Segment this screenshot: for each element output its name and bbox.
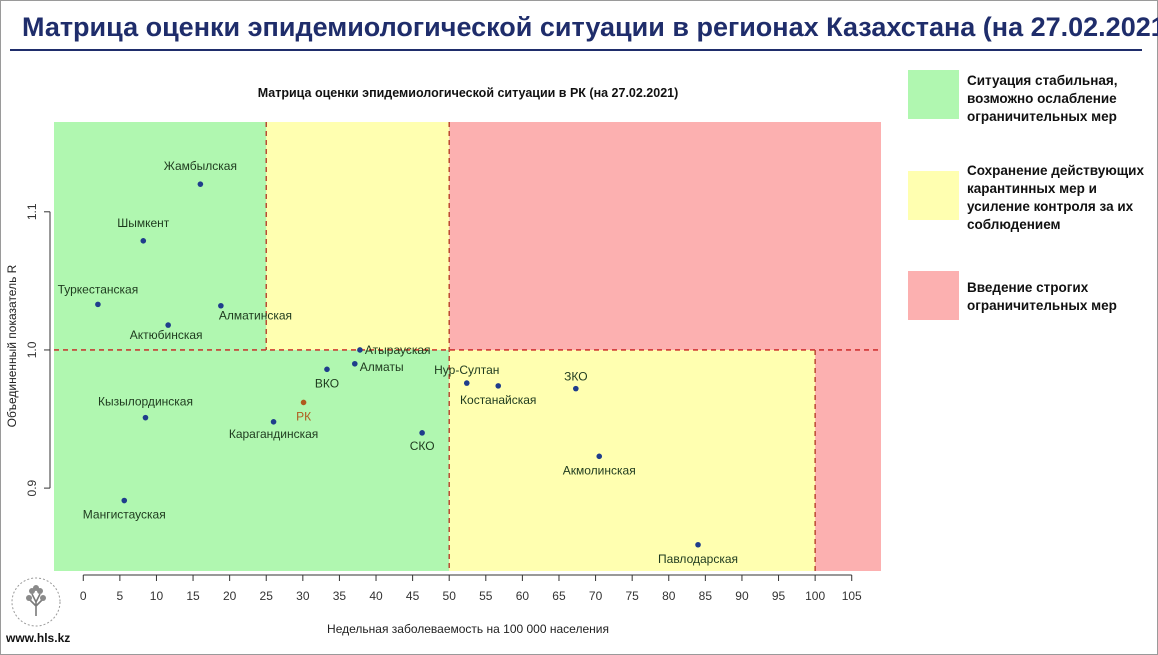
legend-label-red: Введение строгих ограничительных мер xyxy=(967,280,1117,313)
data-point xyxy=(300,399,307,406)
x-tick-label: 15 xyxy=(186,589,200,603)
legend-swatch-yellow xyxy=(908,171,959,220)
x-tick-label: 0 xyxy=(80,589,87,603)
x-tick-label: 85 xyxy=(699,589,713,603)
data-point xyxy=(218,302,224,309)
data-label: Атырауская xyxy=(365,343,431,357)
x-tick-label: 20 xyxy=(223,589,237,603)
data-label: Алматинская xyxy=(219,309,292,323)
data-label: Туркестанская xyxy=(58,282,139,296)
data-point xyxy=(95,301,101,308)
x-tick-label: 50 xyxy=(443,589,457,603)
data-label: Шымкент xyxy=(117,216,170,230)
zone-yellow-upper xyxy=(266,122,450,350)
data-point xyxy=(419,430,425,436)
page-title: Матрица оценки эпидемиологической ситуац… xyxy=(22,12,1158,42)
y-tick-label: 0.9 xyxy=(25,479,39,496)
x-tick-label: 60 xyxy=(516,589,530,603)
scatter-chart: 0 5 10 15 20 25 30 35 40 45 50 55 60 65 70 75 80 85 90 95 10… xyxy=(5,86,881,636)
data-label: Алматы xyxy=(360,360,404,374)
data-point xyxy=(695,541,701,548)
x-tick-label: 80 xyxy=(662,589,676,603)
data-label: СКО xyxy=(410,439,435,453)
chart-title: Матрица оценки эпидемиологической ситуац… xyxy=(258,86,679,100)
x-tick-label: 5 xyxy=(117,589,124,603)
data-point xyxy=(463,380,470,386)
data-label: РК xyxy=(296,409,311,423)
data-label: Кызылординская xyxy=(98,395,193,409)
x-tick-label: 90 xyxy=(735,589,749,603)
legend-label-green: Ситуация стабильная, возможно ослабление… xyxy=(967,73,1118,124)
data-point xyxy=(165,322,171,328)
data-label: Нур-Султан xyxy=(434,363,499,377)
x-tick-label: 30 xyxy=(296,589,310,603)
data-point xyxy=(351,360,358,367)
data-label: Мангистауская xyxy=(83,508,166,522)
data-label: Костанайская xyxy=(460,393,536,407)
x-axis-label: Недельная заболеваемость на 100 000 насе… xyxy=(327,622,609,636)
y-tick-label: 1.1 xyxy=(25,203,39,220)
data-label: ЗКО xyxy=(564,370,587,384)
x-tick-label: 10 xyxy=(150,589,164,603)
data-label: Павлодарская xyxy=(658,552,738,566)
x-tick-label: 95 xyxy=(772,589,786,603)
x-tick-label: 45 xyxy=(406,589,420,603)
x-tick-label: 105 xyxy=(842,589,862,603)
data-point xyxy=(197,181,204,187)
data-label: Жамбылская xyxy=(164,159,237,173)
x-tick-label: 55 xyxy=(479,589,493,603)
y-axis-label: Объединенный показатель R xyxy=(5,264,19,427)
data-point xyxy=(596,453,603,460)
data-label: Карагандинская xyxy=(229,427,318,441)
zone-yellow-lower xyxy=(449,349,816,571)
logo-emblem xyxy=(10,576,62,633)
data-point xyxy=(495,383,502,389)
x-tick-label: 65 xyxy=(552,589,566,603)
data-point xyxy=(121,497,128,504)
data-point xyxy=(142,414,149,421)
data-label: ВКО xyxy=(315,376,339,390)
legend-label-yellow: Сохранение действующих карантинных мер и… xyxy=(967,163,1144,232)
data-point xyxy=(357,347,363,353)
data-point xyxy=(573,385,579,392)
y-tick-label: 1.0 xyxy=(25,341,39,358)
x-tick-label: 70 xyxy=(589,589,603,603)
x-tick-label: 40 xyxy=(369,589,383,603)
data-point xyxy=(324,366,330,373)
x-tick-label: 35 xyxy=(333,589,347,603)
data-label: Актюбинская xyxy=(130,328,203,342)
data-point xyxy=(140,238,147,244)
legend-swatch-green xyxy=(908,70,959,119)
x-tick-label: 25 xyxy=(260,589,274,603)
data-point xyxy=(270,418,277,425)
title-divider xyxy=(10,49,1142,51)
legend-swatch-red xyxy=(908,271,959,320)
data-label: Акмолинская xyxy=(563,463,636,477)
zone-green-lower xyxy=(54,349,267,571)
x-tick-label: 75 xyxy=(625,589,639,603)
site-url: www.hls.kz xyxy=(6,631,71,645)
x-tick-label: 100 xyxy=(805,589,825,603)
